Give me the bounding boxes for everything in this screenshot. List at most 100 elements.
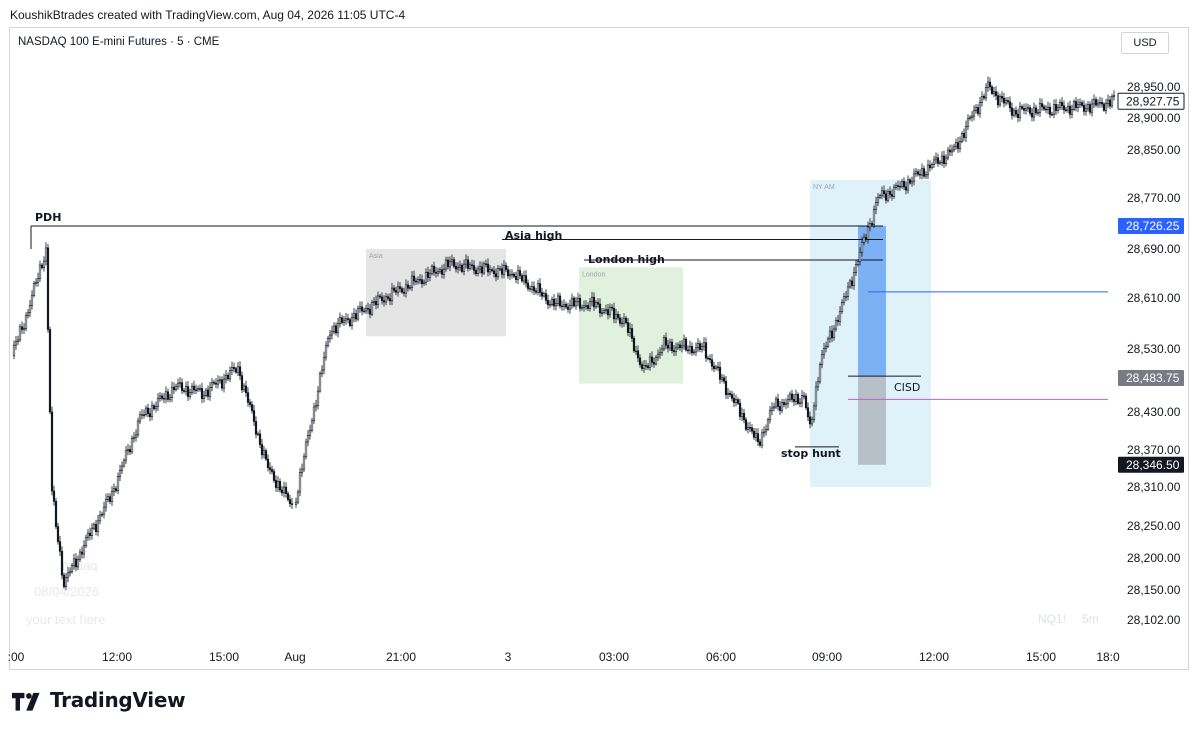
- candle-up: [668, 341, 672, 349]
- candle-down: [532, 286, 536, 292]
- candle-up: [456, 267, 460, 270]
- candle-up: [320, 369, 324, 374]
- candle-up: [188, 392, 192, 397]
- candle-down: [902, 181, 906, 188]
- asia-session-box-label: Asia: [369, 253, 383, 260]
- candle-down: [1030, 113, 1034, 118]
- candle-up: [760, 432, 764, 446]
- candle-down: [166, 391, 170, 400]
- candle-down: [250, 404, 254, 411]
- candle-down: [888, 191, 892, 195]
- candle-up: [1052, 104, 1056, 115]
- candle-up: [464, 259, 468, 265]
- candle-up: [764, 429, 768, 433]
- candle-up: [428, 273, 432, 278]
- candle-up: [218, 379, 222, 382]
- candle-up: [1078, 102, 1082, 105]
- candle-up: [568, 304, 572, 310]
- candle-down: [238, 366, 242, 376]
- candle-down: [690, 346, 694, 354]
- candle-down: [524, 275, 528, 284]
- candle-down: [686, 349, 690, 352]
- candle-up: [314, 405, 318, 408]
- candle-down: [616, 314, 620, 319]
- candle-up: [576, 297, 580, 303]
- candle-down: [180, 382, 184, 391]
- candle-up: [660, 348, 664, 354]
- candle-down: [40, 264, 44, 269]
- candle-down: [382, 300, 386, 303]
- candle-down: [976, 107, 980, 114]
- symbol-watermark: NQ1!: [1038, 612, 1066, 626]
- candle-down: [380, 296, 384, 301]
- y-tick-label: 28,530.00: [1127, 342, 1181, 356]
- candle-up: [658, 352, 662, 355]
- ny-am-session-box-label: NY AM: [813, 184, 835, 191]
- candle-up: [84, 537, 88, 546]
- candle-down: [388, 298, 392, 302]
- y-tick-label: 28,200.00: [1127, 551, 1181, 565]
- candle-up: [774, 398, 778, 408]
- candle-up: [190, 385, 194, 393]
- pdh-label: PDH: [35, 211, 61, 224]
- chart-frame: [9, 27, 1189, 670]
- candle-down: [454, 265, 458, 270]
- candle-down: [704, 342, 708, 359]
- candle-down: [698, 343, 702, 350]
- candle-up: [600, 312, 604, 314]
- candle-down: [128, 449, 132, 453]
- london-high-label: London high: [588, 253, 665, 266]
- candle-up: [496, 268, 500, 278]
- candle-down: [226, 374, 230, 380]
- candle-up: [396, 286, 400, 293]
- candle-up: [1092, 99, 1096, 105]
- candle-up: [952, 146, 956, 151]
- candle-down: [918, 173, 922, 176]
- candle-down: [360, 306, 364, 312]
- symbol-title[interactable]: NASDAQ 100 E-mini Futures · 5 · CME: [18, 36, 220, 48]
- candle-up: [294, 501, 298, 505]
- candle-up: [794, 393, 798, 402]
- candle-down: [500, 268, 504, 275]
- candle-down: [808, 416, 812, 425]
- candle-up: [296, 491, 300, 503]
- candle-down: [142, 414, 146, 416]
- candle-down: [552, 298, 556, 307]
- candle-up: [204, 389, 208, 397]
- candle-up: [416, 279, 420, 283]
- x-tick-label: 15:00: [209, 650, 239, 664]
- candle-up: [746, 427, 750, 430]
- candle-down: [804, 395, 808, 408]
- candle-down: [630, 328, 634, 339]
- candle-down: [246, 392, 250, 403]
- candle-down: [670, 341, 674, 351]
- candle-up: [970, 115, 974, 118]
- candle-up: [298, 472, 302, 493]
- candle-down: [368, 308, 372, 315]
- candle-down: [386, 296, 390, 299]
- candle-up: [144, 407, 148, 415]
- candle-up: [980, 96, 984, 103]
- candle-up: [892, 187, 896, 197]
- candle-down: [88, 532, 92, 536]
- candle-up: [786, 399, 790, 405]
- candle-up: [356, 308, 360, 320]
- candle-down: [724, 381, 728, 396]
- candle-up: [168, 397, 172, 400]
- candle-down: [446, 259, 450, 268]
- candle-up: [1036, 112, 1040, 114]
- candle-down: [160, 395, 164, 399]
- candle-up: [476, 268, 480, 274]
- candle-down: [340, 317, 344, 323]
- candle-up: [100, 513, 104, 516]
- candle-up: [276, 481, 280, 488]
- candle-up: [86, 532, 90, 538]
- candle-down: [606, 309, 610, 316]
- candle-up: [332, 325, 336, 332]
- candle-up: [302, 456, 306, 470]
- currency-button[interactable]: USD: [1121, 32, 1169, 54]
- candle-up: [390, 287, 394, 302]
- candle-up: [1076, 104, 1080, 109]
- candle-up: [966, 118, 970, 127]
